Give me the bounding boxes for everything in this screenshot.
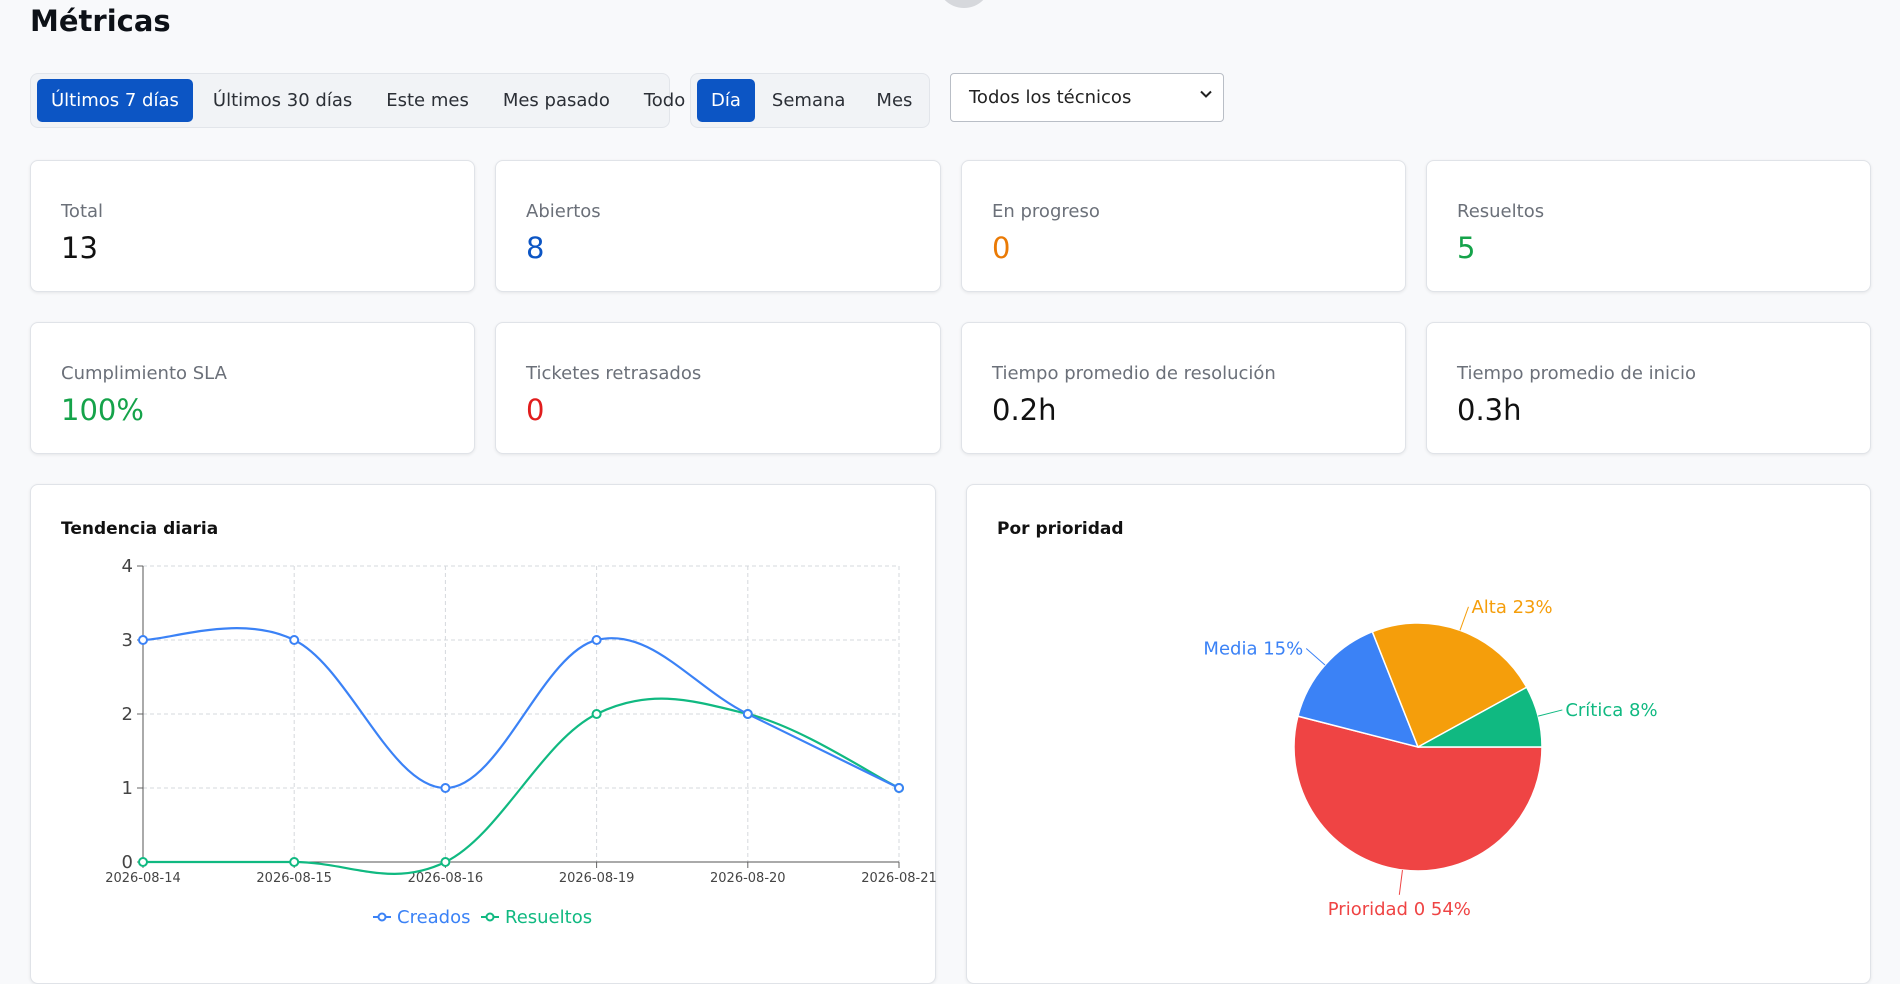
range-last-30-days-button[interactable]: Últimos 30 días [212,90,353,111]
metric-value: 0 [992,231,1011,265]
metric-value: 0 [526,393,545,427]
metric-card-open: Abiertos 8 [495,160,941,292]
priority-pie-chart: Prioridad 0 54% Media 15% Alta 23% Crítica … [1203,597,1657,920]
pie-slice [1371,622,1528,749]
slice-leader-line [1537,709,1563,717]
y-tick-label: 2 [122,704,133,725]
chevron-down-icon [1200,90,1212,98]
metric-label: Total [61,201,104,222]
metric-value: 13 [61,231,98,265]
pie-slice [1296,630,1420,749]
metric-value: 0.2h [992,393,1057,427]
slice-leader-line [1459,606,1469,631]
granularity-day-button[interactable]: Día [697,79,755,122]
metric-label: Resueltos [1457,201,1545,222]
page-title: Métricas [30,4,171,38]
legend-label-resueltos: Resueltos [505,907,592,928]
data-point-creados [289,635,300,645]
metric-card-avg-resolution: Tiempo promedio de resolución 0.2h [961,322,1406,454]
legend-label-creados: Creados [397,907,471,928]
data-point-resueltos [440,857,451,867]
slice-label: Media 15% [1203,638,1303,659]
metric-card-total: Total 13 [30,160,475,292]
x-tick-label: 2026-08-14 [105,871,181,886]
range-last-month-button[interactable]: Mes pasado [502,90,610,111]
daily-trend-panel: Tendencia diaria 0 1 2 3 4 2026-08-14 2026-08-… [30,484,937,984]
priority-title: Por prioridad [997,519,1124,539]
slice-label: Prioridad 0 54% [1328,899,1471,920]
data-point-resueltos [591,709,602,719]
metric-card-sla: Cumplimiento SLA 100% [30,322,475,454]
daily-trend-title: Tendencia diaria [61,519,219,539]
series-line-creados [142,627,900,790]
slice-label: Alta 23% [1471,597,1552,618]
metric-card-delayed: Ticketes retrasados 0 [495,322,941,454]
granularity-filter: Día Semana Mes [690,73,930,128]
data-point-creados [591,635,602,645]
metric-label: Cumplimiento SLA [61,363,227,384]
metric-value: 8 [526,231,545,265]
y-tick-label: 3 [122,630,133,651]
legend-marker [485,912,495,922]
metric-label: Ticketes retrasados [526,363,702,384]
y-tick-label: 0 [122,852,133,873]
legend-marker [377,912,387,922]
metric-card-resolved: Resueltos 5 [1426,160,1871,292]
data-point-creados [138,635,148,645]
metric-value: 0.3h [1457,393,1522,427]
metric-value: 5 [1457,231,1476,265]
granularity-month-button[interactable]: Mes [876,90,913,111]
data-point-resueltos [289,857,300,867]
metric-label: Tiempo promedio de inicio [1457,363,1696,384]
y-tick-label: 1 [122,778,133,799]
metric-card-avg-start: Tiempo promedio de inicio 0.3h [1426,322,1871,454]
technician-select[interactable]: Todos los técnicos [950,73,1224,122]
metric-label: Abiertos [526,201,601,222]
metric-card-in-progress: En progreso 0 [961,160,1406,292]
metric-value: 100% [61,393,144,427]
data-point-creados [440,783,451,793]
x-tick-label: 2026-08-19 [559,871,635,886]
slice-leader-line [1305,648,1326,666]
slice-leader-line [1398,869,1403,895]
metric-label: Tiempo promedio de resolución [992,363,1276,384]
granularity-week-button[interactable]: Semana [771,90,846,111]
x-tick-label: 2026-08-16 [408,871,484,886]
x-tick-label: 2026-08-21 [861,871,937,886]
avatar[interactable] [937,0,991,8]
data-point-creados [742,709,753,719]
range-last-7-days-button[interactable]: Últimos 7 días [37,79,193,122]
date-range-filter: Últimos 7 días Últimos 30 días Este mes … [30,73,685,128]
data-point-resueltos [138,857,148,867]
pie-slice [1417,686,1543,748]
series-line-resueltos [143,697,900,875]
y-tick-label: 4 [122,556,133,577]
range-all-button[interactable]: Todo [643,90,686,111]
priority-panel: Por prioridad Prioridad 0 54% Media 15% Al… [966,484,1871,984]
range-this-month-button[interactable]: Este mes [386,90,469,111]
slice-label: Crítica 8% [1565,700,1657,721]
technician-select-value: Todos los técnicos [969,87,1132,108]
x-tick-label: 2026-08-20 [710,871,786,886]
data-point-creados [894,783,904,793]
metric-label: En progreso [992,201,1100,222]
daily-trend-line-chart: 0 1 2 3 4 2026-08-14 2026-08-15 2026-08-16 2026-… [105,556,937,928]
x-tick-label: 2026-08-15 [256,871,332,886]
